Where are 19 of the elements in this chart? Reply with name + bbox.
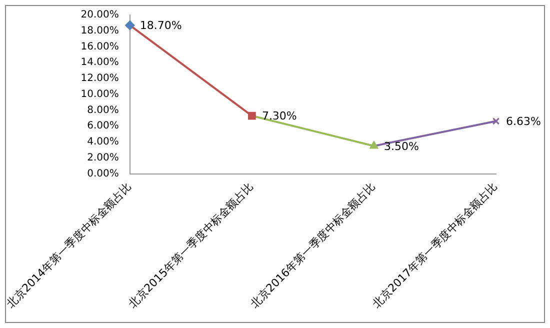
y-tick-label: 2.00% <box>87 152 119 164</box>
data-label: 18.70% <box>140 19 182 32</box>
data-label: 3.50% <box>384 140 419 153</box>
y-tick-label: 18.00% <box>80 25 119 36</box>
y-tick-label: 16.00% <box>80 41 119 52</box>
point <box>370 141 378 149</box>
y-tick-label: 4.00% <box>87 136 119 148</box>
y-tick-label: 20.00% <box>80 10 119 21</box>
y-tick-label: 12.00% <box>80 73 119 84</box>
y-tick-label: 14.00% <box>80 57 119 68</box>
y-tick-label: 6.00% <box>87 120 119 132</box>
y-tick-label: 8.00% <box>87 104 119 116</box>
point <box>125 20 135 30</box>
y-tick-label: 0.00% <box>87 168 119 180</box>
point <box>492 118 500 125</box>
y-tick-label: 10.00% <box>80 88 119 100</box>
data-label: 7.30% <box>262 110 297 123</box>
data-label: 6.63% <box>506 114 541 128</box>
point <box>248 112 256 120</box>
